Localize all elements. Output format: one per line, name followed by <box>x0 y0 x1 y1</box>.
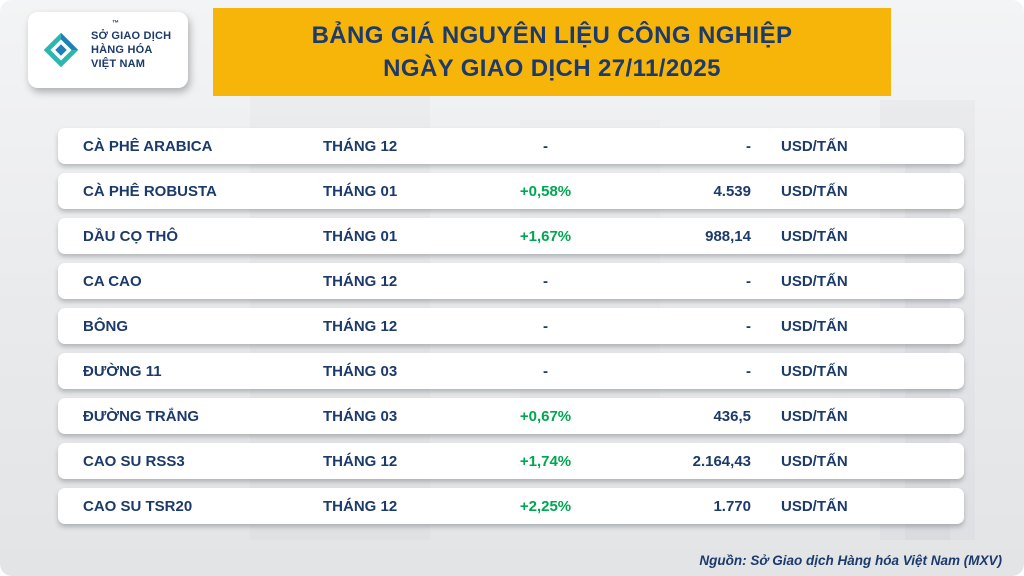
percent-change: +1,67% <box>519 227 572 245</box>
page-title-line1: BẢNG GIÁ NGUYÊN LIỆU CÔNG NGHIỆP <box>311 21 793 49</box>
commodity-name: ĐƯỜNG 11 <box>83 362 162 380</box>
price-unit: USD/TẤN <box>781 137 848 155</box>
contract-month: THÁNG 12 <box>323 137 398 155</box>
price-value: 4.539 <box>713 182 751 200</box>
price-value: - <box>746 137 751 155</box>
commodity-name: CA CAO <box>83 272 142 290</box>
percent-change: +0,58% <box>519 182 572 200</box>
mxv-logo-card: ™ SỞ GIAO DỊCH HÀNG HÓA VIỆT NAM <box>28 12 188 88</box>
table-row: CAO SU TSR20 THÁNG 12 +2,25% 1.770 USD/T… <box>58 488 964 524</box>
price-value: 1.770 <box>713 497 751 515</box>
table-row: ĐƯỜNG TRẮNG THÁNG 03 +0,67% 436,5 USD/TẤ… <box>58 398 964 434</box>
percent-change: +2,25% <box>519 497 572 515</box>
percent-change: - <box>543 272 548 290</box>
contract-month: THÁNG 01 <box>323 182 398 200</box>
commodity-name: CÀ PHÊ ROBUSTA <box>83 182 217 200</box>
mxv-logo-text: SỞ GIAO DỊCH HÀNG HÓA VIỆT NAM <box>91 29 171 72</box>
commodity-name: CÀ PHÊ ARABICA <box>83 137 213 155</box>
commodity-name: DẦU CỌ THÔ <box>83 227 178 245</box>
table-row: CAO SU RSS3 THÁNG 12 +1,74% 2.164,43 USD… <box>58 443 964 479</box>
price-value: 436,5 <box>713 407 751 425</box>
price-unit: USD/TẤN <box>781 182 848 200</box>
table-row: BÔNG THÁNG 12 - - USD/TẤN <box>58 308 964 344</box>
price-unit: USD/TẤN <box>781 497 848 515</box>
price-value: - <box>746 272 751 290</box>
percent-change: - <box>543 317 548 335</box>
price-value: - <box>746 362 751 380</box>
table-row: CÀ PHÊ ARABICA THÁNG 12 - - USD/TẤN <box>58 128 964 164</box>
price-unit: USD/TẤN <box>781 452 848 470</box>
table-row: CÀ PHÊ ROBUSTA THÁNG 01 +0,58% 4.539 USD… <box>58 173 964 209</box>
price-value: 2.164,43 <box>692 452 751 470</box>
percent-change: +0,67% <box>519 407 572 425</box>
table-row: DẦU CỌ THÔ THÁNG 01 +1,67% 988,14 USD/TẤ… <box>58 218 964 254</box>
contract-month: THÁNG 03 <box>323 407 398 425</box>
commodity-name: ĐƯỜNG TRẮNG <box>83 407 200 425</box>
price-table: CÀ PHÊ ARABICA THÁNG 12 - - USD/TẤN CÀ P… <box>58 128 964 524</box>
contract-month: THÁNG 12 <box>323 272 398 290</box>
source-note: Nguồn: Sở Giao dịch Hàng hóa Việt Nam (M… <box>699 553 1002 568</box>
title-banner: BẢNG GIÁ NGUYÊN LIỆU CÔNG NGHIỆP NGÀY GI… <box>213 8 891 96</box>
percent-change: - <box>543 362 548 380</box>
price-unit: USD/TẤN <box>781 407 848 425</box>
price-unit: USD/TẤN <box>781 227 848 245</box>
percent-change: +1,74% <box>519 452 572 470</box>
commodity-name: BÔNG <box>83 317 128 335</box>
commodity-name: CAO SU TSR20 <box>83 497 193 515</box>
contract-month: THÁNG 12 <box>323 497 398 515</box>
price-unit: USD/TẤN <box>781 317 848 335</box>
price-unit: USD/TẤN <box>781 362 848 380</box>
table-row: ĐƯỜNG 11 THÁNG 03 - - USD/TẤN <box>58 353 964 389</box>
price-unit: USD/TẤN <box>781 272 848 290</box>
percent-change: - <box>543 137 548 155</box>
logo-line2: HÀNG HÓA <box>91 43 153 56</box>
contract-month: THÁNG 01 <box>323 227 398 245</box>
price-value: - <box>746 317 751 335</box>
price-value: 988,14 <box>705 227 751 245</box>
logo-line1: SỞ GIAO DỊCH <box>91 29 172 42</box>
contract-month: THÁNG 03 <box>323 362 398 380</box>
contract-month: THÁNG 12 <box>323 452 398 470</box>
mxv-logo-icon <box>38 27 84 73</box>
page-title-line2: NGÀY GIAO DỊCH 27/11/2025 <box>383 54 721 82</box>
trademark-symbol: ™ <box>112 20 119 27</box>
logo-line3: VIỆT NAM <box>91 58 146 71</box>
commodity-name: CAO SU RSS3 <box>83 452 185 470</box>
contract-month: THÁNG 12 <box>323 317 398 335</box>
table-row: CA CAO THÁNG 12 - - USD/TẤN <box>58 263 964 299</box>
